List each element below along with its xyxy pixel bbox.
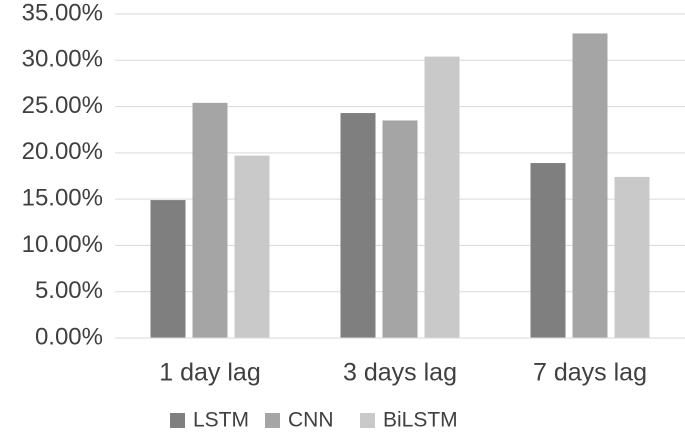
bar — [234, 155, 270, 338]
bar — [614, 176, 650, 338]
y-tick-label: 20.00% — [22, 138, 103, 165]
bar — [340, 113, 376, 339]
y-tick-label: 25.00% — [22, 92, 103, 119]
legend-swatch — [170, 413, 185, 428]
bar — [572, 33, 608, 338]
bar — [150, 200, 186, 338]
legend-label: BiLSTM — [383, 409, 458, 432]
x-tick-label: 1 day lag — [159, 359, 260, 387]
y-tick-label: 15.00% — [22, 184, 103, 211]
y-tick-label: 5.00% — [35, 277, 103, 304]
x-tick-label: 7 days lag — [533, 359, 647, 387]
legend-swatch — [360, 413, 375, 428]
y-tick-label: 0.00% — [35, 323, 103, 350]
bar — [424, 56, 460, 338]
y-tick-label: 35.00% — [22, 0, 103, 26]
legend-swatch — [265, 413, 280, 428]
legend-label: CNN — [288, 409, 334, 432]
bar — [382, 120, 418, 338]
legend-label: LSTM — [193, 409, 249, 432]
bar — [530, 163, 566, 338]
x-tick-label: 3 days lag — [343, 359, 457, 387]
y-tick-label: 30.00% — [22, 46, 103, 73]
y-tick-label: 10.00% — [22, 231, 103, 258]
bar — [192, 102, 228, 339]
